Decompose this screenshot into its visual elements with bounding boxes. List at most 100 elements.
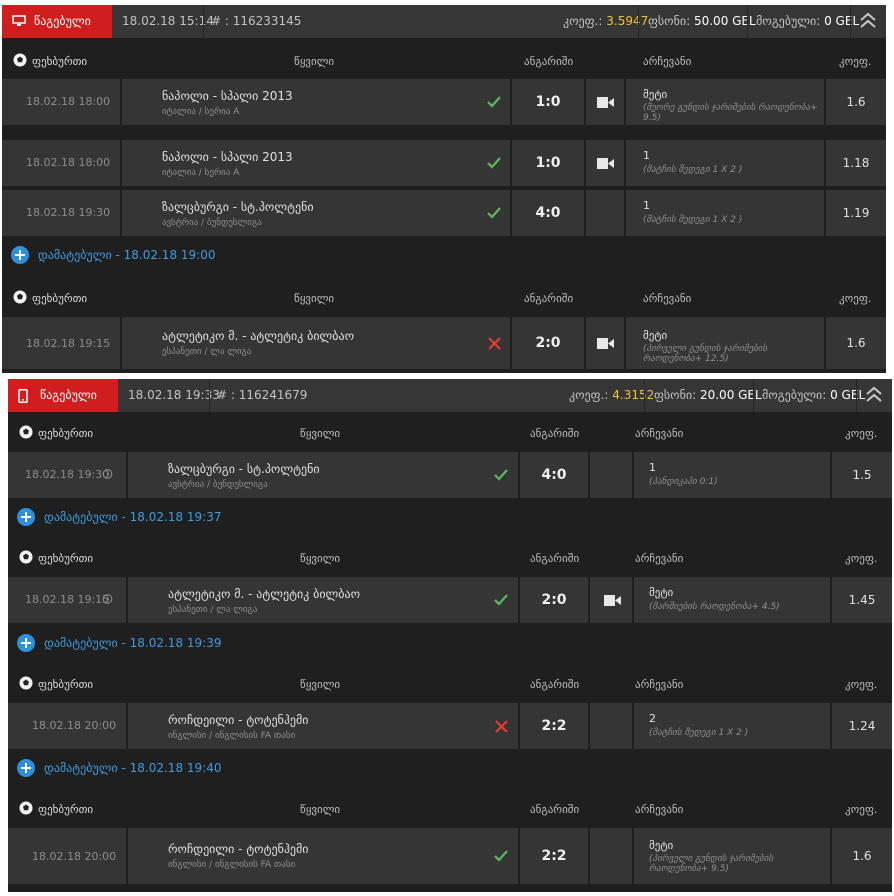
bet-odds: 1.5 (852, 468, 872, 482)
ticket-header: წაგებული 18.02.18 19:33 # : 116241679 კო… (8, 379, 892, 412)
collapse-chevron-icon[interactable] (850, 5, 886, 38)
column-selection: არჩევანი (635, 678, 684, 691)
column-event: წყვილი (294, 55, 335, 68)
ticket-id: # : 116233145 (211, 14, 302, 28)
ticket-odds-value: 3.5947 (606, 14, 649, 28)
column-selection: არჩევანი (643, 292, 692, 305)
bet-odds: 1.18 (842, 156, 870, 170)
bet-row: 18.02.18 19:15 ატლეტიკო მ. - ატლეტიკ ბილ… (8, 577, 892, 623)
column-odds: კოეფ. (845, 678, 878, 691)
win-check-icon (487, 207, 501, 219)
bet-match: ზალცბურგი - სტ.პოლტენი (162, 200, 314, 214)
column-event: წყვილი (294, 292, 335, 305)
bet-odds: 1.19 (842, 206, 870, 220)
bet-odds: 1.6 (846, 336, 866, 350)
column-selection: არჩევანი (635, 803, 684, 816)
column-event: წყვილი (300, 803, 341, 816)
bet-odds: 1.6 (846, 95, 866, 109)
video-camera-icon[interactable] (597, 97, 614, 108)
ticket-date: 18.02.18 19:33 (128, 388, 220, 402)
added-line: დამატებული - 18.02.18 19:40 (8, 750, 892, 786)
ticket-header: წაგებული 18.02.18 15:14 # : 116233145 კო… (2, 5, 886, 38)
bet-league: ესპანეთი / ლა ლიგა (162, 347, 252, 357)
bet-match: ზალცბურგი - სტ.პოლტენი (168, 462, 320, 476)
plus-circle-icon[interactable] (17, 759, 35, 777)
bet-pick-desc: (პირველი გუნდის ჯარიმების რაოდენობა+ 12.… (643, 344, 768, 364)
football-icon (18, 675, 34, 691)
ticket-type-label: წაგებული (34, 14, 91, 28)
bet-date: 18.02.18 18:00 (26, 156, 111, 169)
bet-date: 18.02.18 19:15 (25, 593, 110, 606)
bet-score: 2:0 (535, 335, 561, 351)
plus-circle-icon[interactable] (17, 508, 35, 526)
column-score: ანგარიში (530, 427, 580, 440)
plus-circle-icon[interactable] (11, 246, 29, 264)
bet-date: 18.02.18 20:00 (32, 719, 117, 732)
ticket-win: მოგებული: 0 GEL (756, 14, 860, 28)
bet-match: როჩდეილი - ტოტენჰემი (168, 842, 309, 856)
bet-pick: მეტი (649, 586, 674, 599)
bet-date: 18.02.18 19:15 (26, 337, 111, 350)
win-check-icon (487, 157, 501, 169)
bet-match: ნაპოლი - სპალი 2013 (162, 150, 293, 164)
football-icon (18, 549, 34, 565)
column-header: ფეხბურთი წყვილი ანგარიში არჩევანი კოეფ. (2, 279, 886, 317)
column-score: ანგარიში (524, 292, 574, 305)
bet-pick-desc: (მეორე გუნდის ჯარიმების რაოდენობა+ 9.5) (643, 103, 818, 123)
ticket-date: 18.02.18 15:14 (122, 14, 214, 28)
football-icon (18, 424, 34, 440)
column-header: ფეხბურთი წყვილი ანგარიში არჩევანი კოეფ. (8, 665, 892, 703)
plus-circle-icon[interactable] (17, 634, 35, 652)
video-camera-icon[interactable] (597, 158, 614, 169)
ticket-odds: კოეფ.: 4.3152 (569, 388, 655, 402)
bet-pick-desc: (ჰანდიკაპი 0:1) (649, 477, 718, 487)
clock-icon (102, 469, 113, 479)
column-score: ანგარიში (524, 55, 574, 68)
added-line: დამატებული - 18.02.18 19:00 (2, 237, 886, 273)
column-sport: ფეხბურთი (38, 552, 94, 565)
column-sport: ფეხბურთი (38, 427, 94, 440)
column-sport: ფეხბურთი (38, 803, 94, 816)
video-camera-icon[interactable] (604, 595, 621, 606)
column-sport: ფეხბურთი (32, 55, 88, 68)
column-odds: კოეფ. (845, 552, 878, 565)
added-label: დამატებული - 18.02.18 19:40 (44, 761, 222, 775)
bet-date: 18.02.18 19:30 (25, 468, 110, 481)
ticket-stake: ფსონი: 50.00 GEL (648, 14, 756, 28)
ticket-odds-value: 4.3152 (612, 388, 655, 402)
column-score: ანგარიში (530, 678, 580, 691)
column-event: წყვილი (300, 678, 341, 691)
column-selection: არჩევანი (643, 55, 692, 68)
column-odds: კოეფ. (839, 55, 872, 68)
bet-match: ატლეტიკო მ. - ატლეტიკ ბილბაო (162, 329, 355, 343)
ticket-stake-value: 20.00 GEL (699, 388, 762, 402)
ticket-1: წაგებული 18.02.18 15:14 # : 116233145 კო… (2, 5, 886, 373)
bet-score: 2:2 (541, 848, 567, 864)
clock-icon (102, 594, 113, 604)
bet-pick: მეტი (643, 329, 668, 342)
bet-league: იტალია / სერია A (162, 168, 240, 178)
bet-match: ნაპოლი - სპალი 2013 (162, 89, 293, 103)
win-check-icon (494, 469, 508, 481)
bet-league: ინგლისი / ინგლისის FA თასი (168, 731, 296, 741)
added-line: დამატებული - 18.02.18 19:39 (8, 625, 892, 661)
column-event: წყვილი (300, 427, 341, 440)
added-label: დამატებული - 18.02.18 19:39 (44, 636, 222, 650)
bet-match: როჩდეილი - ტოტენჰემი (168, 713, 309, 727)
column-header: ფეხბურთი წყვილი ანგარიში არჩევანი კოეფ. (2, 42, 886, 80)
bet-row: 18.02.18 19:30 ზალცბურგი - სტ.პოლტენი ავ… (2, 190, 886, 236)
collapse-chevron-icon[interactable] (856, 379, 892, 412)
video-camera-icon[interactable] (597, 338, 614, 349)
football-icon (12, 289, 28, 305)
bet-league: იტალია / სერია A (162, 107, 240, 117)
bet-row: 18.02.18 18:00 ნაპოლი - სპალი 2013 იტალი… (2, 140, 886, 186)
column-score: ანგარიში (530, 552, 580, 565)
bet-score: 1:0 (535, 155, 561, 171)
column-sport: ფეხბურთი (32, 292, 88, 305)
bet-date: 18.02.18 18:00 (26, 95, 111, 108)
loss-cross-icon (495, 720, 508, 733)
football-icon (18, 800, 34, 816)
bet-pick-desc: (მატჩის შედეგი 1 X 2 ) (649, 728, 749, 738)
bet-pick: მეტი (649, 839, 674, 852)
column-score: ანგარიში (530, 803, 580, 816)
